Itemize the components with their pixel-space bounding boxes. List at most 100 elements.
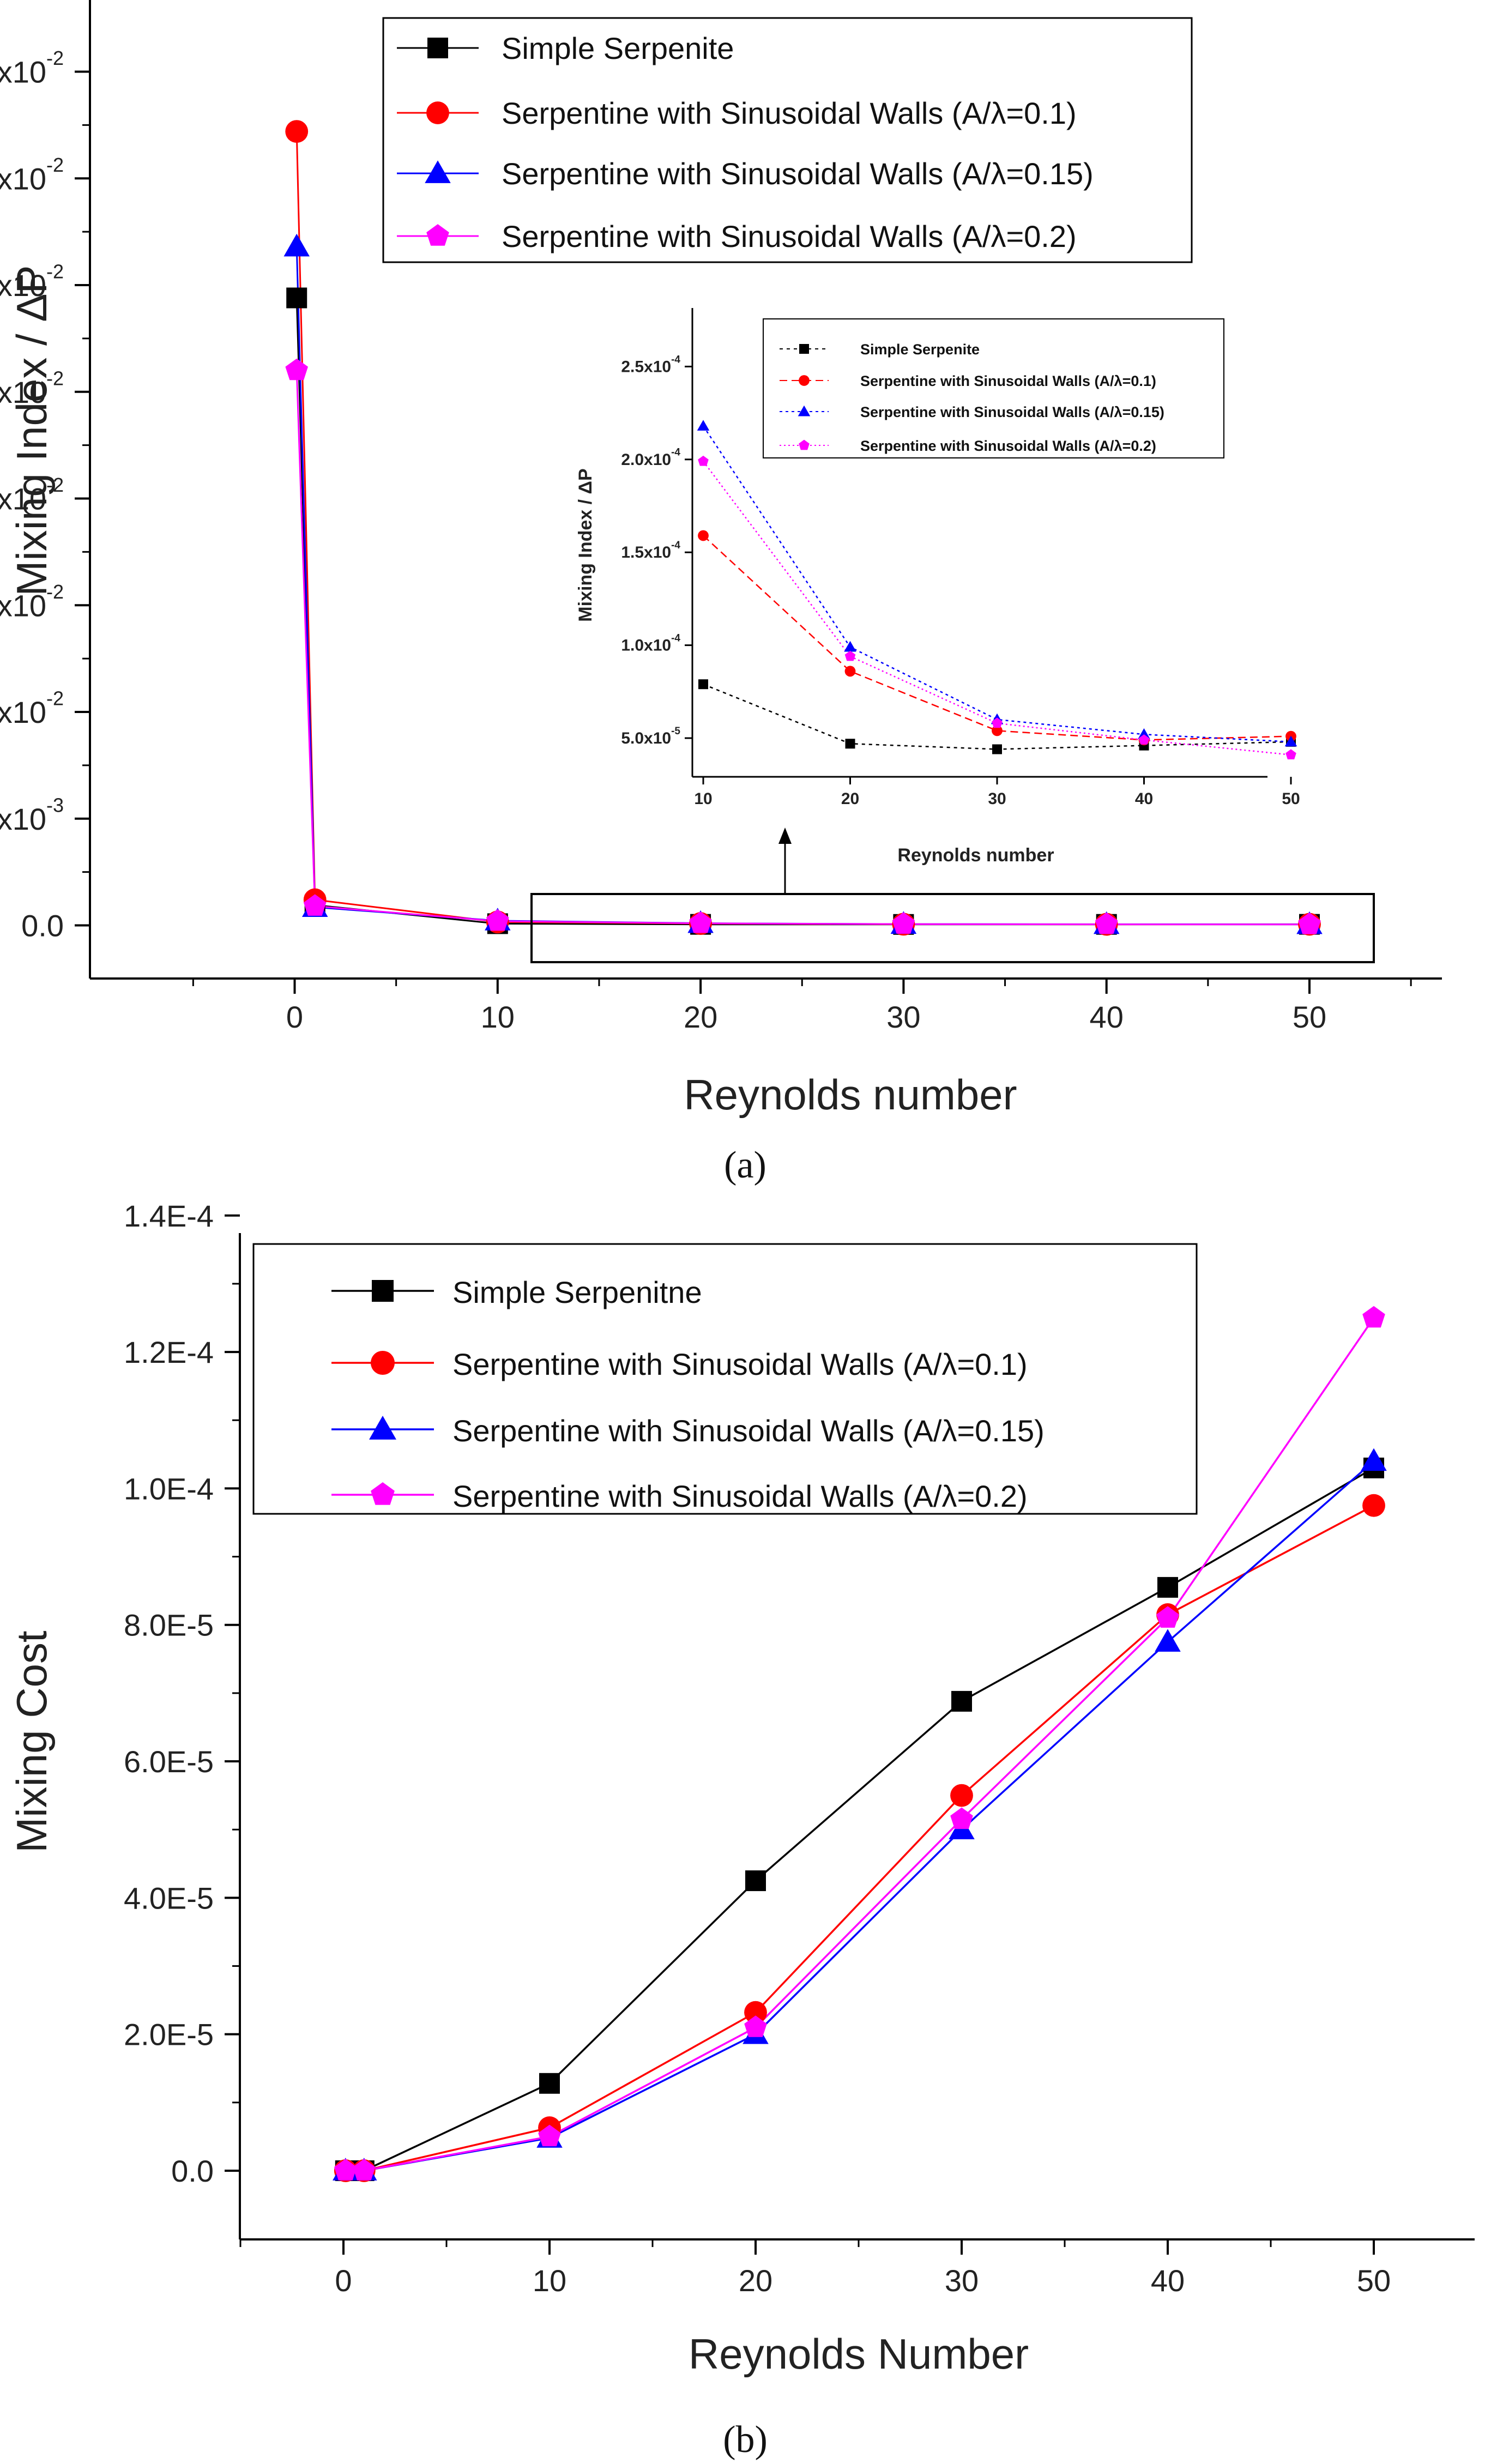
chart-a-inset-y-tick-label-base: 2.5x10 (621, 358, 671, 376)
chart-b-point-s2-6 (1361, 1448, 1387, 1471)
chart-b-y-tick-label: 6.0E-5 (124, 1744, 214, 1779)
chart-b-point-s3-5 (1156, 1606, 1179, 1628)
chart-a-inset-y-tick-label-base: 2.0x10 (621, 451, 671, 469)
chart-a-inset-point-s1-2 (992, 725, 1003, 736)
chart-b-series-line-1 (345, 1505, 1374, 2172)
chart-b-series-line-0 (345, 1467, 1374, 2172)
chart-b-point-s3-2 (538, 2124, 561, 2147)
chart-a-legend-label-2: Serpentine with Sinusoidal Walls (A/λ=0.… (502, 156, 1094, 191)
chart-b-legend-label-0: Simple Serpenitne (452, 1275, 702, 1309)
chart-a-y-tick-label: 2.5x10-2 (0, 367, 64, 409)
chart-b-x-tick-label: 10 (533, 2263, 566, 2298)
chart-a-legend-marker-0 (427, 38, 448, 58)
chart-a-inset-y-tick-label-exponent: -4 (671, 447, 680, 458)
chart-b-x-axis-title: Reynolds Number (689, 2330, 1029, 2378)
chart-b-legend-marker-2 (369, 1416, 396, 1440)
chart-a-inset-y-tick-label-base: 1.5x10 (621, 543, 671, 561)
chart-a-inset-x-tick-label: 40 (1135, 790, 1153, 808)
chart-a-inset-y-tick-label-exponent: -4 (671, 540, 680, 551)
chart-b-y-tick-label: 8.0E-5 (124, 1608, 214, 1642)
chart-b-point-s3-4 (950, 1807, 973, 1829)
chart-a-x-tick-label: 30 (886, 1000, 920, 1034)
chart-a-x-tick-label: 0 (286, 1000, 303, 1034)
chart-a-mixing-index-over-pressure-drop: 010203040500.05.0x10-31.0x10-21.5x10-22.… (0, 0, 1442, 1186)
chart-b-point-s0-4 (951, 1690, 972, 1712)
chart-a-y-tick-label-exponent: -3 (46, 794, 64, 816)
chart-a-x-axis-title: Reynolds number (684, 1071, 1017, 1119)
chart-b-legend: Simple Serpenitne Serpentine with Sinusoi… (252, 1243, 1198, 1515)
chart-b-legend-marker-0 (372, 1280, 394, 1302)
chart-b-point-s3-1 (353, 2159, 376, 2181)
chart-a-inset-point-s0-2 (992, 744, 1002, 754)
chart-a-inset-legend: Simple Serpenite Serpentine with Sinusoid… (763, 318, 1224, 458)
chart-a-y-tick-label: 2.0x10-2 (0, 474, 64, 516)
chart-b-x-tick-label: 20 (739, 2263, 772, 2298)
chart-a-axes: 010203040500.05.0x10-31.0x10-21.5x10-22.… (0, 0, 1442, 1119)
chart-a-inset-legend-marker-1 (799, 375, 810, 386)
chart-a-point-s0-0 (286, 287, 307, 309)
chart-b-legend-box (252, 1243, 1198, 1515)
chart-a-y-tick-label-base: 3.5x10 (0, 161, 46, 196)
chart-a-y-tick-label-base: 1.0x10 (0, 695, 46, 729)
chart-a-inset-point-s3-4 (1285, 749, 1296, 759)
chart-a-y-tick-label: 4.0x10-2 (0, 47, 64, 89)
chart-b-y-tick-label: 4.0E-5 (124, 1881, 214, 1915)
chart-b-point-s0-3 (745, 1870, 766, 1892)
chart-a-inset-x-axis-title: Reynolds number (897, 845, 1054, 866)
chart-a-legend-marker-1 (426, 101, 449, 124)
chart-b-axes: 0 10 20 30 40 50 0.0 2.0E-5 4.0E-5 6.0E-5 8.0E-5 1.… (8, 1199, 1475, 2378)
chart-b-x-tick-label: 0 (335, 2263, 352, 2298)
chart-a-zoom-arrow-head (778, 828, 792, 844)
chart-a-inset-point-s2-0 (697, 420, 710, 431)
chart-b-series-group (333, 1306, 1387, 2182)
chart-b-point-s3-6 (1362, 1306, 1385, 1328)
chart-b-x-tick-label: 30 (945, 2263, 979, 2298)
chart-a-inset-y-tick-label-base: 1.0x10 (621, 637, 671, 655)
chart-a-legend-marker-2 (425, 160, 451, 183)
chart-a-inset-y-tick-label-exponent: -5 (671, 726, 680, 737)
chart-a-y-tick-label-exponent: -2 (46, 474, 64, 496)
chart-b-point-s1-4 (950, 1784, 973, 1807)
chart-a-y-tick-label-exponent: -2 (46, 367, 64, 389)
chart-b-point-s0-5 (1157, 1577, 1178, 1598)
chart-a-legend-marker-3 (426, 224, 449, 246)
chart-a-point-s3-0 (285, 358, 308, 381)
chart-a-point-s1-0 (285, 120, 309, 143)
chart-a-inset-point-s3-0 (698, 455, 709, 466)
chart-a-inset-point-s2-1 (844, 641, 856, 652)
chart-a-y-tick-label: 5.0x10-3 (0, 794, 64, 836)
chart-a-inset-x-tick-label: 20 (841, 790, 859, 808)
chart-b-y-tick-label: 1.4E-4 (124, 1199, 214, 1233)
chart-a-y-tick-label: 1.0x10-2 (0, 687, 64, 729)
chart-b-y-tick-label: 1.0E-4 (124, 1471, 214, 1506)
chart-b-y-tick-label: 1.2E-4 (124, 1335, 214, 1369)
chart-a-y-tick-label-exponent: -2 (46, 687, 64, 710)
chart-a-inset-legend-label-2: Serpentine with Sinusoidal Walls (A/λ=0.… (860, 404, 1164, 420)
chart-a-y-tick-label-base: 2.0x10 (0, 482, 46, 516)
chart-a-y-tick-label-exponent: -2 (46, 47, 64, 69)
chart-a-inset-series-line-1 (703, 535, 1291, 741)
chart-a-inset-point-s2-3 (1138, 728, 1150, 739)
chart-b-x-tick-label: 40 (1151, 2263, 1185, 2298)
chart-a-y-tick-label-base: 2.5x10 (0, 375, 46, 409)
chart-a-inset-x-tick-label: 50 (1282, 790, 1300, 808)
chart-a-inset-y-tick-label: 5.0x10-5 (621, 726, 680, 747)
chart-a-inset-legend-marker-0 (799, 344, 809, 354)
chart-a-inset-point-s0-0 (698, 679, 708, 690)
chart-a-x-tick-label: 50 (1293, 1000, 1326, 1034)
chart-a-inset-point-s2-4 (1284, 735, 1297, 747)
chart-a-point-s3-2 (486, 909, 509, 931)
chart-b-y-tick-label: 2.0E-5 (124, 2018, 214, 2052)
chart-a-legend-label-0: Simple Serpenite (502, 31, 734, 65)
chart-a-legend-label-3: Serpentine with Sinusoidal Walls (A/λ=0.… (502, 219, 1077, 253)
chart-a-y-tick-label-base: 4.0x10 (0, 55, 46, 89)
chart-a-y-tick-label: 3.5x10-2 (0, 154, 64, 196)
chart-a-y-tick-label-base: 0.0 (21, 909, 64, 943)
chart-a-inset-legend-label-0: Simple Serpenite (860, 341, 980, 358)
chart-b-point-s3-3 (744, 2015, 767, 2037)
chart-a-y-tick-label-base: 3.0x10 (0, 268, 46, 303)
chart-a-inset-y-tick-label: 2.5x10-4 (621, 354, 680, 376)
chart-a-point-s3-3 (689, 911, 712, 933)
chart-a-inset-legend-marker-3 (799, 439, 810, 450)
chart-a-inset-legend-marker-2 (798, 405, 811, 416)
